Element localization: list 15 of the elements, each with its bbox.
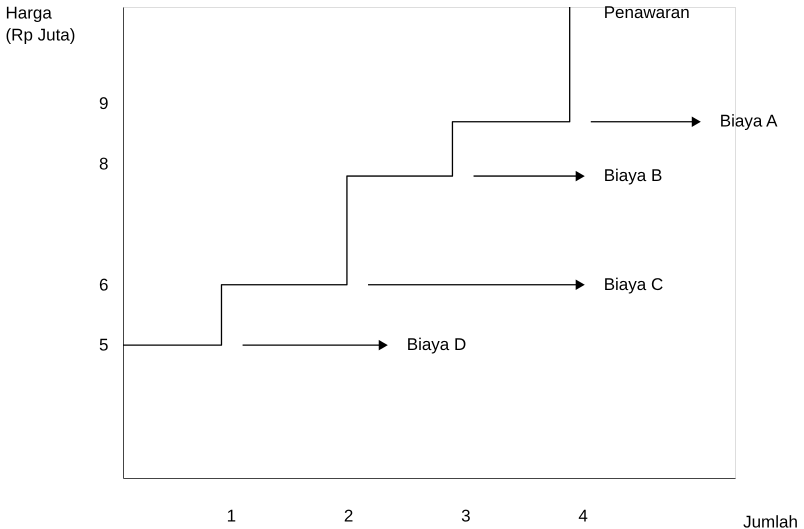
x-tick-label: 2 — [344, 506, 354, 526]
annotation: Penawaran — [604, 3, 690, 22]
annotation: Biaya B — [604, 166, 662, 186]
x-axis-title: Jumlah — [743, 512, 798, 529]
y-axis-title: Harga (Rp Juta) — [6, 4, 76, 44]
y-tick-label: 8 — [99, 154, 108, 174]
y-tick-label: 9 — [99, 94, 108, 114]
x-tick-label: 4 — [578, 506, 588, 526]
x-tick-label: 1 — [226, 506, 236, 526]
y-tick-label: 6 — [99, 275, 108, 294]
annotation: Biaya A — [720, 112, 778, 131]
x-tick-label: 3 — [461, 506, 471, 526]
annotation: Biaya D — [406, 335, 466, 354]
annotation: Biaya C — [604, 274, 664, 294]
y-tick-label: 5 — [99, 336, 108, 355]
